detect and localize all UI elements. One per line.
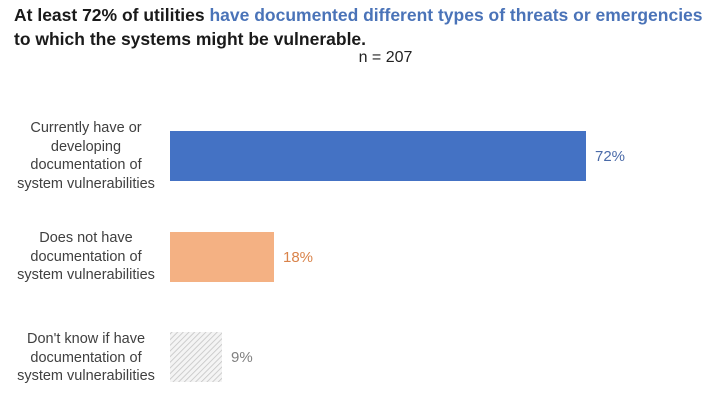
label-line: Does not have [39,230,133,246]
label-line: Don't know if have [26,331,146,347]
category-label-does-not: Does not have documentation of system vu… [1,229,171,285]
bar-dont-know [170,332,222,382]
category-label-dont-know: Don't know if have documentation of syst… [1,330,171,386]
label-line: system vulnerabilities [17,267,155,283]
data-label: 72% [595,148,625,165]
label-line: documentation of [30,157,142,173]
category-label-current: Currently have or developing documentati… [1,119,171,193]
label-line: documentation of [30,248,142,265]
label-line: system vulnerabilities [17,175,155,192]
title-highlight: have documented different types of threa… [209,5,703,25]
data-label: 9% [231,349,253,366]
sample-size: n = 207 [358,49,413,66]
label-line: system vulnerabilities [17,368,155,384]
label-line: developing [50,138,122,155]
label-line: Currently have or [30,120,142,136]
bar-does-not [170,232,274,282]
title-part-3: to which the systems might be vulnerable… [14,29,367,49]
bar-current [170,131,586,181]
title-part-1: At least 72% of utilities [14,5,210,25]
chart-title: At least 72% of utilities have documente… [14,3,704,51]
data-label: 18% [283,249,313,266]
label-line: documentation of [30,349,142,366]
